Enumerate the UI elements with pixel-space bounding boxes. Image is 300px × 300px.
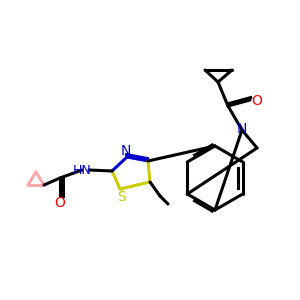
Text: N: N [121,144,131,158]
Text: HN: HN [73,164,92,176]
Text: O: O [55,196,65,210]
Text: S: S [118,190,126,204]
Text: N: N [237,122,247,136]
Text: O: O [252,94,262,108]
